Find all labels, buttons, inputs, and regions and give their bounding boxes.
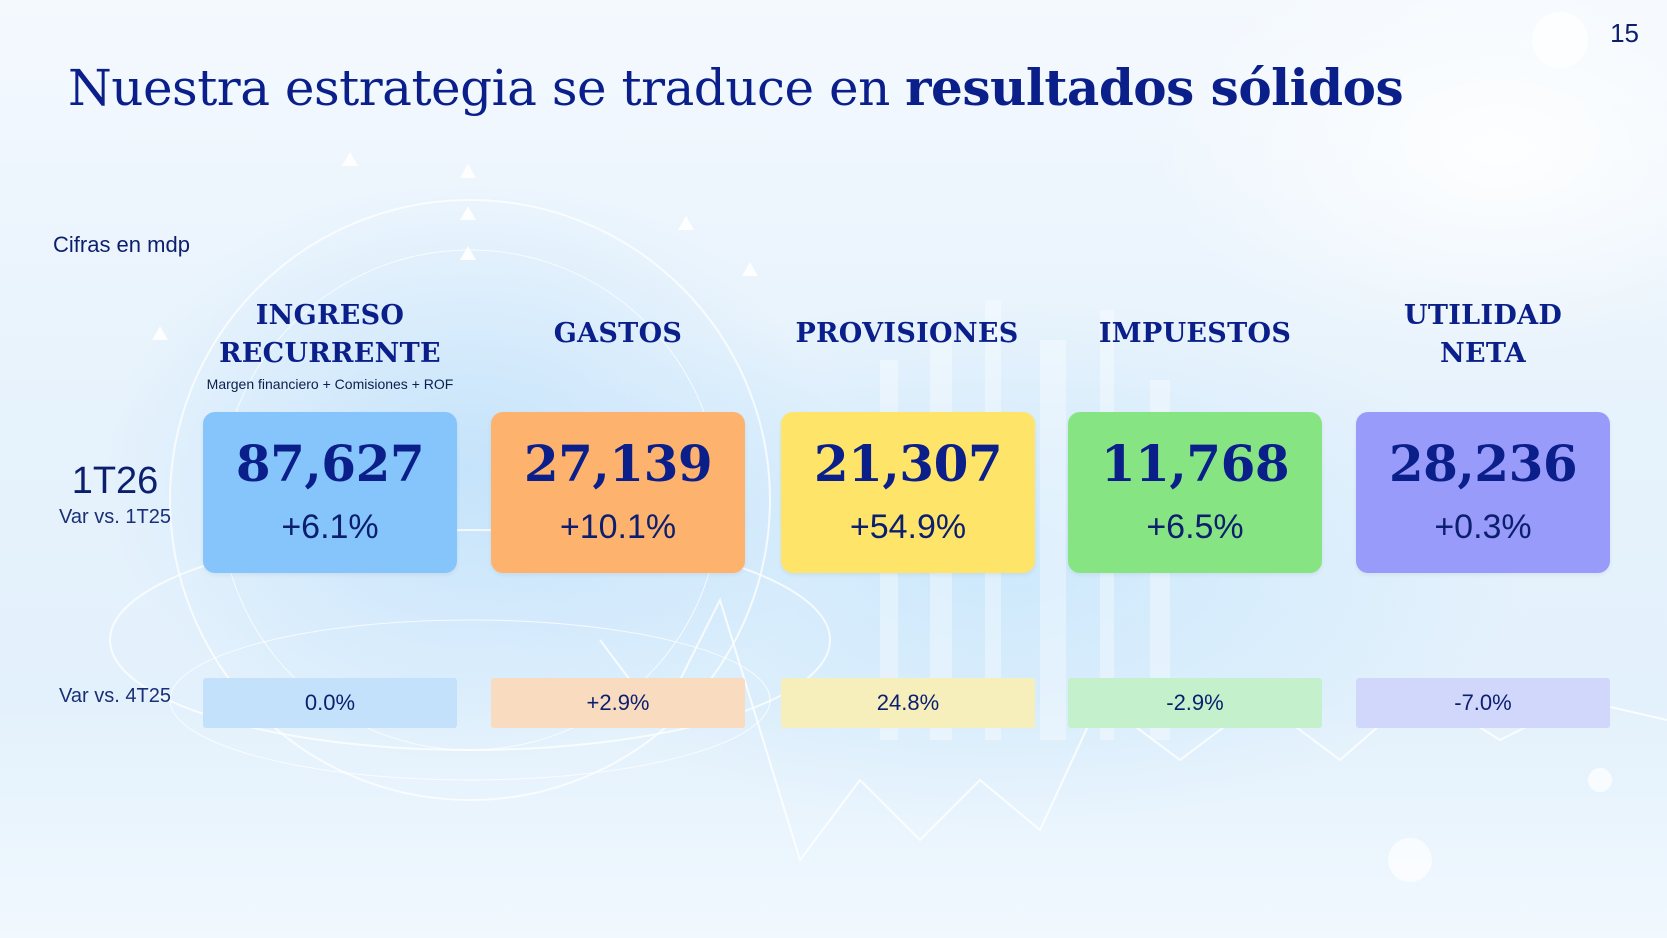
header-ingreso-recurrente: INGRESO RECURRENTE Margen financiero + C… <box>190 297 470 393</box>
row-label-period: 1T26 <box>71 460 159 502</box>
strip-gastos: +2.9% <box>491 678 745 728</box>
card-value: 87,627 <box>235 434 425 493</box>
header-line: INGRESO <box>255 300 405 331</box>
card-change: +6.1% <box>281 508 379 546</box>
header-subtitle: Margen financiero + Comisiones + ROF <box>206 376 454 392</box>
card-change: +6.5% <box>1146 508 1244 546</box>
card-ingreso-recurrente: 87,627 +6.1% <box>203 412 457 573</box>
strip-provisiones: 24.8% <box>781 678 1035 728</box>
card-provisiones: 21,307 +54.9% <box>781 412 1035 573</box>
card-value: 28,236 <box>1388 434 1578 493</box>
row-label-var-qoq: Var vs. 4T25 <box>59 685 171 707</box>
strip-ingreso-recurrente: 0.0% <box>203 678 457 728</box>
card-change: +10.1% <box>559 508 677 546</box>
card-impuestos: 11,768 +6.5% <box>1068 412 1322 573</box>
strip-utilidad-neta: -7.0% <box>1356 678 1610 728</box>
card-value: 27,139 <box>523 434 713 493</box>
card-utilidad-neta: 28,236 +0.3% <box>1356 412 1610 573</box>
units-note: Cifras en mdp <box>53 232 190 257</box>
header-line: NETA <box>1439 338 1527 369</box>
card-change: +0.3% <box>1434 508 1532 546</box>
header-impuestos: IMPUESTOS <box>1055 315 1335 353</box>
card-change: +54.9% <box>849 508 967 546</box>
header-line: UTILIDAD <box>1403 300 1563 331</box>
header-line: GASTOS <box>553 318 683 349</box>
header-gastos: GASTOS <box>478 315 758 353</box>
card-value: 11,768 <box>1100 434 1290 493</box>
title-regular: Nuestra estrategia se traduce en <box>68 59 906 117</box>
card-gastos: 27,139 +10.1% <box>491 412 745 573</box>
header-line: PROVISIONES <box>795 318 1019 349</box>
row-label-var-yoy: Var vs. 1T25 <box>59 506 171 528</box>
header-provisiones: PROVISIONES <box>767 315 1047 353</box>
page-number: 15 <box>1610 18 1639 48</box>
header-line: RECURRENTE <box>219 338 441 369</box>
title-bold: resultados sólidos <box>905 58 1404 117</box>
header-line: IMPUESTOS <box>1098 318 1292 349</box>
header-utilidad-neta: UTILIDAD NETA <box>1343 297 1623 373</box>
card-value: 21,307 <box>813 434 1003 493</box>
page-title: Nuestra estrategia se traduce en resulta… <box>68 58 1404 117</box>
strip-impuestos: -2.9% <box>1068 678 1322 728</box>
